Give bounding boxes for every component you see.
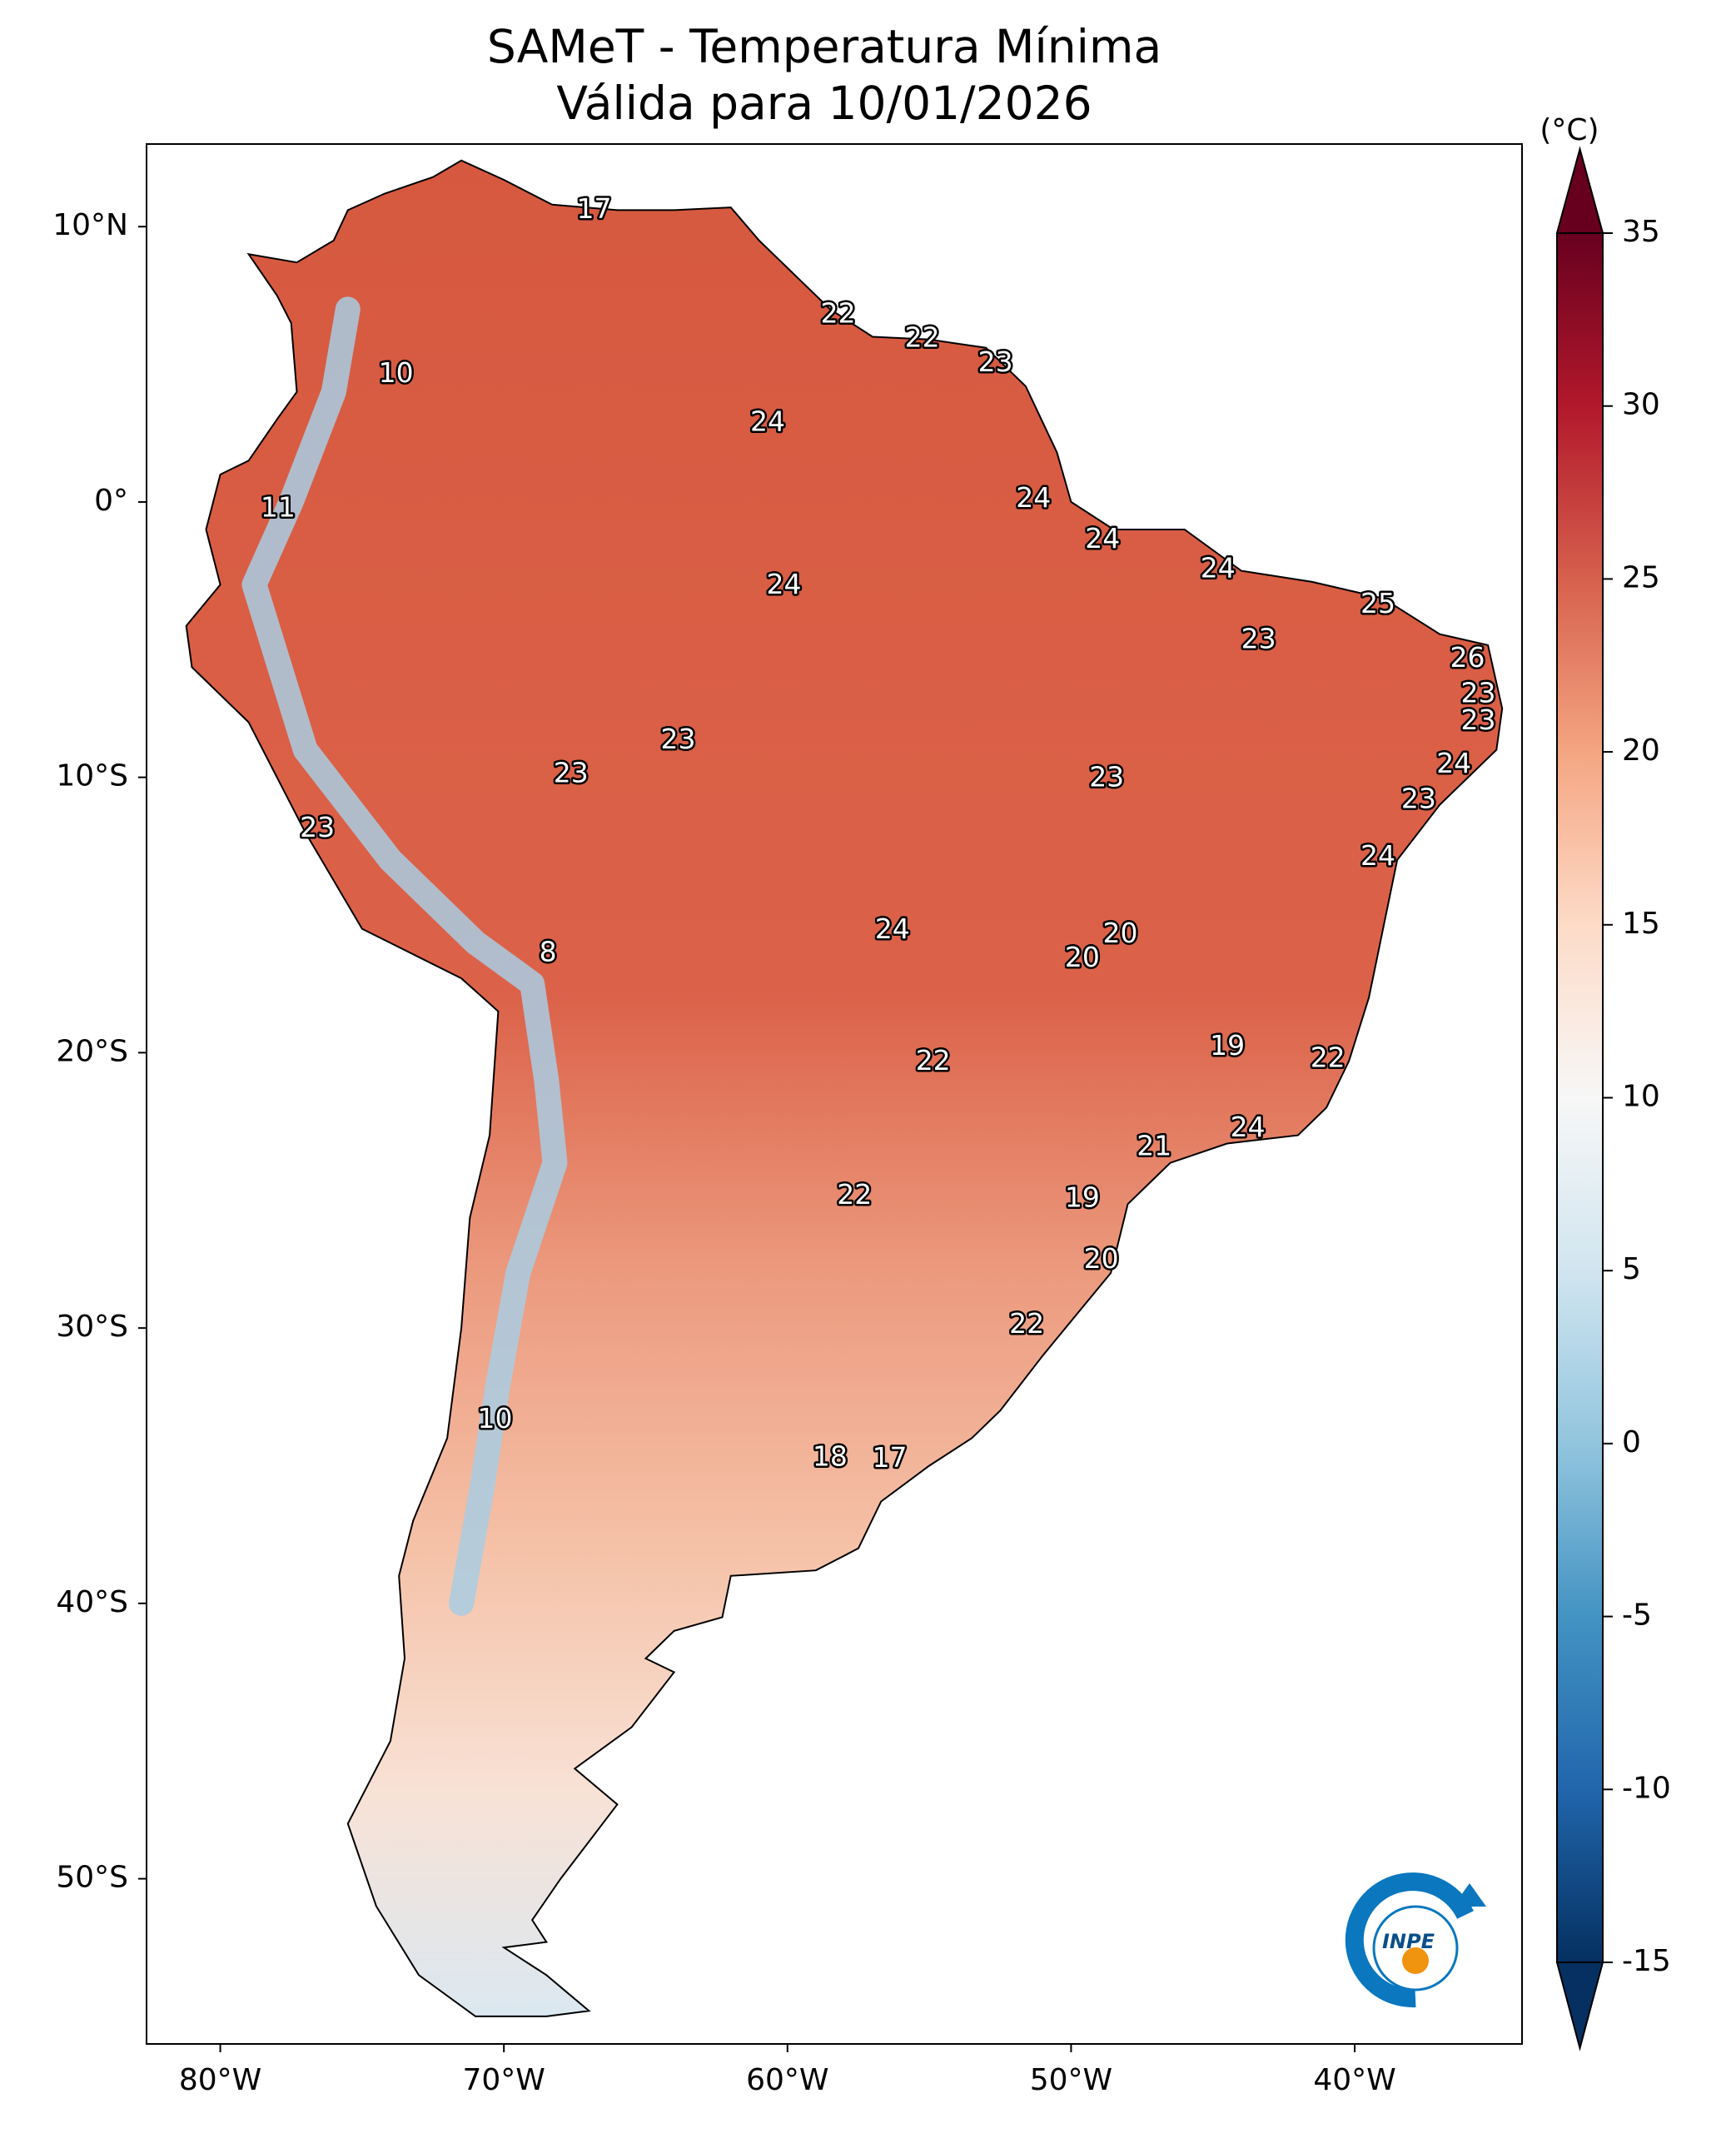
x-tick-label: 50°W [1030,2063,1112,2097]
station-value: 23 [1401,783,1436,815]
y-tick-label: 20°S [56,1034,128,1068]
station-value: 24 [1016,481,1051,514]
colorbar-tick-label: 0 [1622,1425,1641,1459]
station-value: 23 [660,723,695,755]
colorbar-tick-label: 20 [1622,733,1660,768]
station-value: 23 [1461,677,1496,709]
station-value: 23 [300,811,335,843]
colorbar-tick-label: 5 [1622,1252,1641,1286]
y-tick-label: 0° [94,484,128,518]
station-value: 22 [905,321,940,354]
logo-dot [1402,1947,1429,1974]
station-value: 17 [576,192,611,225]
station-value: 24 [750,405,785,438]
station-value: 20 [1065,941,1100,973]
station-value: 19 [1210,1029,1245,1062]
station-value: 20 [1102,917,1137,949]
station-value: 19 [1065,1181,1100,1213]
station-value: 8 [540,936,557,968]
colorbar-tick-label: 10 [1622,1080,1660,1114]
station-value: 24 [1085,522,1120,554]
y-tick-label: 50°S [56,1861,128,1895]
station-value: 20 [1084,1242,1119,1275]
station-value: 22 [1009,1307,1044,1340]
colorbar-label: (°C) [1540,113,1599,147]
y-tick-label: 30°S [56,1310,128,1344]
logo-ring [1372,1905,1459,1991]
station-value: 10 [478,1402,513,1435]
station-value: 21 [1137,1130,1171,1162]
x-tick-label: 40°W [1313,2063,1395,2097]
landmass [185,159,1504,2017]
logo-text: INPE [1382,1930,1435,1953]
map-layer [185,159,1504,2017]
y-tick-label: 10°S [56,759,128,793]
y-tick-label: 10°N [52,208,128,242]
x-tick-label: 60°W [746,2063,828,2097]
station-value: 24 [875,912,910,945]
colorbar-tick-label: 25 [1622,560,1660,594]
station-value: 17 [873,1441,908,1474]
map-frame [146,143,1523,2045]
x-tick-label: 70°W [462,2063,545,2097]
station-value: 24 [1201,552,1236,584]
station-value: 22 [837,1178,872,1211]
station-value: 23 [1461,704,1496,736]
station-value: 23 [1089,760,1124,793]
station-value: 25 [1360,587,1395,619]
colorbar-tick-label: 15 [1622,907,1660,941]
station-value: 10 [379,356,414,389]
station-value: 18 [813,1440,848,1473]
colorbar-tick-label: 30 [1622,388,1660,422]
station-value: 11 [261,490,296,523]
station-value: 22 [1311,1042,1346,1074]
station-value: 23 [978,346,1013,378]
station-value: 26 [1450,641,1485,674]
andes-cold-band [241,296,568,1616]
station-value: 24 [1436,747,1471,779]
station-value: 23 [1241,622,1276,654]
station-value: 22 [821,296,856,329]
colorbar-extend-bottom [1555,1962,1604,2051]
colorbar-tick-label: -10 [1622,1771,1671,1805]
station-value: 24 [767,568,802,600]
colorbar [1557,233,1603,1962]
subtitle: Válida para 10/01/2026 [556,77,1092,130]
colorbar-tick-label: 35 [1622,215,1660,249]
colorbar-tick-label: -15 [1622,1944,1671,1978]
logo-arrow [1453,1883,1486,1907]
colorbar-extend-top [1555,146,1604,234]
logo-arc [1345,1872,1474,2008]
y-tick-label: 40°S [56,1585,128,1619]
title: SAMeT - Temperatura Mínima [487,20,1161,73]
station-value: 22 [916,1044,951,1076]
colorbar-tick-label: -5 [1622,1599,1652,1633]
station-value: 23 [554,757,589,789]
station-value: 24 [1360,839,1395,872]
logo: INPE [1345,1872,1486,2008]
x-tick-label: 80°W [179,2063,261,2097]
station-value: 24 [1231,1111,1266,1143]
